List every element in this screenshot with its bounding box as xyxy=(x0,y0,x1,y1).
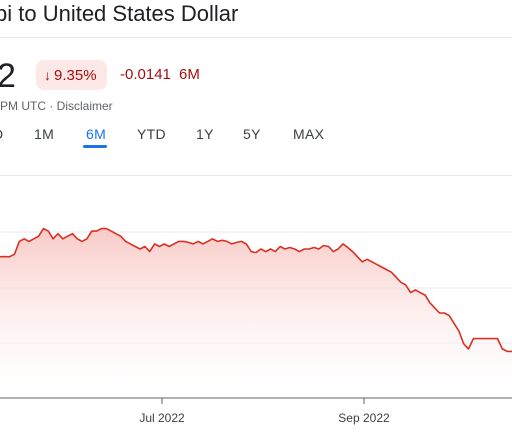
x-tick-label-jul-2022: Jul 2022 xyxy=(139,411,185,425)
chart-top-divider xyxy=(0,175,512,176)
tab-ytd[interactable]: YTD xyxy=(137,126,166,142)
tab-max[interactable]: MAX xyxy=(293,126,325,142)
timestamp-line: PM UTC · Disclaimer xyxy=(0,99,113,113)
page-title: bi to United States Dollar xyxy=(0,1,239,26)
tab-5y[interactable]: 5Y xyxy=(243,126,261,142)
header-divider xyxy=(0,37,512,38)
arrow-down-icon: ↓ xyxy=(44,67,51,83)
tab-1y[interactable]: 1Y xyxy=(196,126,214,142)
tab-1d[interactable]: D xyxy=(0,126,3,142)
change-value: -0.0141 xyxy=(120,66,171,83)
tab-6m[interactable]: 6M xyxy=(86,126,107,142)
change-value-group: -0.0141 6M xyxy=(120,66,200,83)
price-line xyxy=(0,227,512,353)
timestamp: PM UTC · xyxy=(0,99,57,113)
disclaimer-link[interactable]: Disclaimer xyxy=(56,99,113,113)
change-percent: 9.35% xyxy=(54,66,97,84)
change-percent-badge: ↓ 9.35% xyxy=(36,60,107,90)
price-chart[interactable]: Jul 2022 Sep 2022 xyxy=(0,176,512,433)
price-area-fill xyxy=(0,228,512,398)
x-tick-label-sep-2022: Sep 2022 xyxy=(338,411,390,425)
active-tab-indicator xyxy=(83,145,107,148)
change-period: 6M xyxy=(179,66,200,83)
current-price: 2 xyxy=(0,57,16,95)
tab-1m[interactable]: 1M xyxy=(34,126,55,142)
